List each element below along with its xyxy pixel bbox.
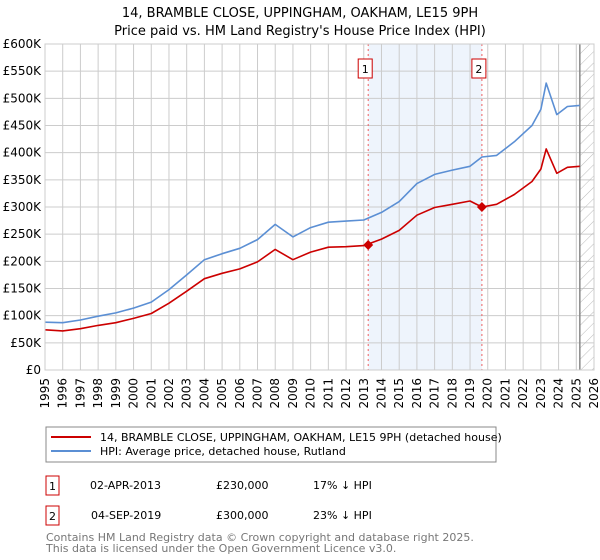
x-tick-label: 2025 [569, 378, 583, 409]
x-tick-label: 2005 [215, 378, 229, 409]
sale-marker-badge [471, 58, 487, 79]
x-tick-label: 2021 [498, 378, 512, 409]
x-tick-label: 2002 [162, 378, 176, 409]
price-paid-line [44, 148, 580, 332]
x-tick-label: 2016 [410, 378, 424, 409]
y-tick-label: £550K [3, 64, 43, 78]
y-tick-label: £450K [3, 119, 43, 133]
x-tick-label: 2010 [304, 378, 318, 409]
sale-number: 1 [49, 480, 56, 493]
sale-marker-badge [45, 475, 60, 496]
sale-marker-label: 1 [362, 63, 369, 76]
legend-price-label: 14, BRAMBLE CLOSE, UPPINGHAM, OAKHAM, LE… [100, 431, 502, 444]
sale-marker-badge [45, 505, 60, 526]
x-tick-label: 1995 [38, 378, 52, 409]
x-tick-label: 1998 [91, 378, 105, 409]
chart-title: 14, BRAMBLE CLOSE, UPPINGHAM, OAKHAM, LE… [122, 6, 478, 21]
footer-copyright: Contains HM Land Registry data © Crown c… [46, 531, 474, 544]
y-tick-label: £350K [3, 173, 43, 187]
sale-hpi-diff: 17% ↓ HPI [313, 479, 372, 492]
sale-marker-label: 2 [475, 63, 482, 76]
y-tick-label: £600K [3, 37, 43, 51]
x-tick-label: 2020 [481, 378, 495, 409]
legend [45, 426, 497, 463]
hpi-line [44, 82, 580, 324]
x-tick-label: 2023 [534, 378, 548, 409]
y-tick-label: £200K [3, 254, 43, 268]
y-tick-label: £150K [3, 282, 43, 296]
x-tick-label: 1997 [73, 378, 87, 409]
x-tick-label: 2000 [127, 378, 141, 409]
y-tick-label: £250K [3, 227, 43, 241]
chart-subtitle: Price paid vs. HM Land Registry's House … [114, 24, 486, 39]
sale-marker-badge [357, 58, 373, 79]
sale-row-2: 2 04-SEP-2019 £300,000 23% ↓ HPI [45, 505, 372, 526]
footer-licence: This data is licensed under the Open Gov… [45, 542, 396, 555]
sale-price: £230,000 [216, 479, 269, 492]
x-tick-label: 2004 [197, 378, 211, 409]
x-tick-label: 2006 [233, 378, 247, 409]
forecast-hatch [579, 44, 594, 370]
x-tick-label: 2011 [321, 378, 335, 409]
x-tick-label: 2009 [286, 378, 300, 409]
sale-hpi-diff: 23% ↓ HPI [313, 509, 372, 522]
x-tick-label: 2007 [251, 378, 265, 409]
sale-date: 02-APR-2013 [90, 479, 161, 492]
y-tick-label: £100K [3, 309, 43, 323]
x-tick-label: 2018 [445, 378, 459, 409]
x-tick-label: 2001 [144, 378, 158, 409]
legend-hpi-label: HPI: Average price, detached house, Rutl… [100, 445, 346, 458]
x-tick-label: 2026 [587, 378, 600, 409]
x-tick-label: 1996 [56, 378, 70, 409]
x-tick-label: 2008 [268, 378, 282, 409]
sale-point [363, 240, 374, 251]
x-tick-label: 2024 [552, 378, 566, 409]
x-tick-label: 2003 [180, 378, 194, 409]
sale-date: 04-SEP-2019 [91, 509, 161, 522]
y-tick-label: £500K [3, 91, 43, 105]
x-tick-label: 2014 [374, 378, 388, 409]
sale-price: £300,000 [216, 509, 269, 522]
y-tick-label: £300K [3, 200, 43, 214]
x-tick-label: 2022 [516, 378, 530, 409]
x-tick-label: 2019 [463, 378, 477, 409]
x-tick-label: 2012 [339, 378, 353, 409]
x-tick-label: 2017 [428, 378, 442, 409]
x-tick-label: 2013 [357, 378, 371, 409]
x-tick-label: 2015 [392, 378, 406, 409]
y-tick-label: £50K [10, 336, 42, 350]
y-tick-label: £400K [3, 146, 43, 160]
plot-border [44, 43, 595, 371]
sale-row-1: 1 02-APR-2013 £230,000 17% ↓ HPI [45, 475, 372, 496]
x-tick-label: 1999 [109, 378, 123, 409]
sale-point [476, 202, 487, 212]
sale-number: 2 [49, 510, 56, 523]
y-tick-label: £0 [26, 363, 41, 377]
